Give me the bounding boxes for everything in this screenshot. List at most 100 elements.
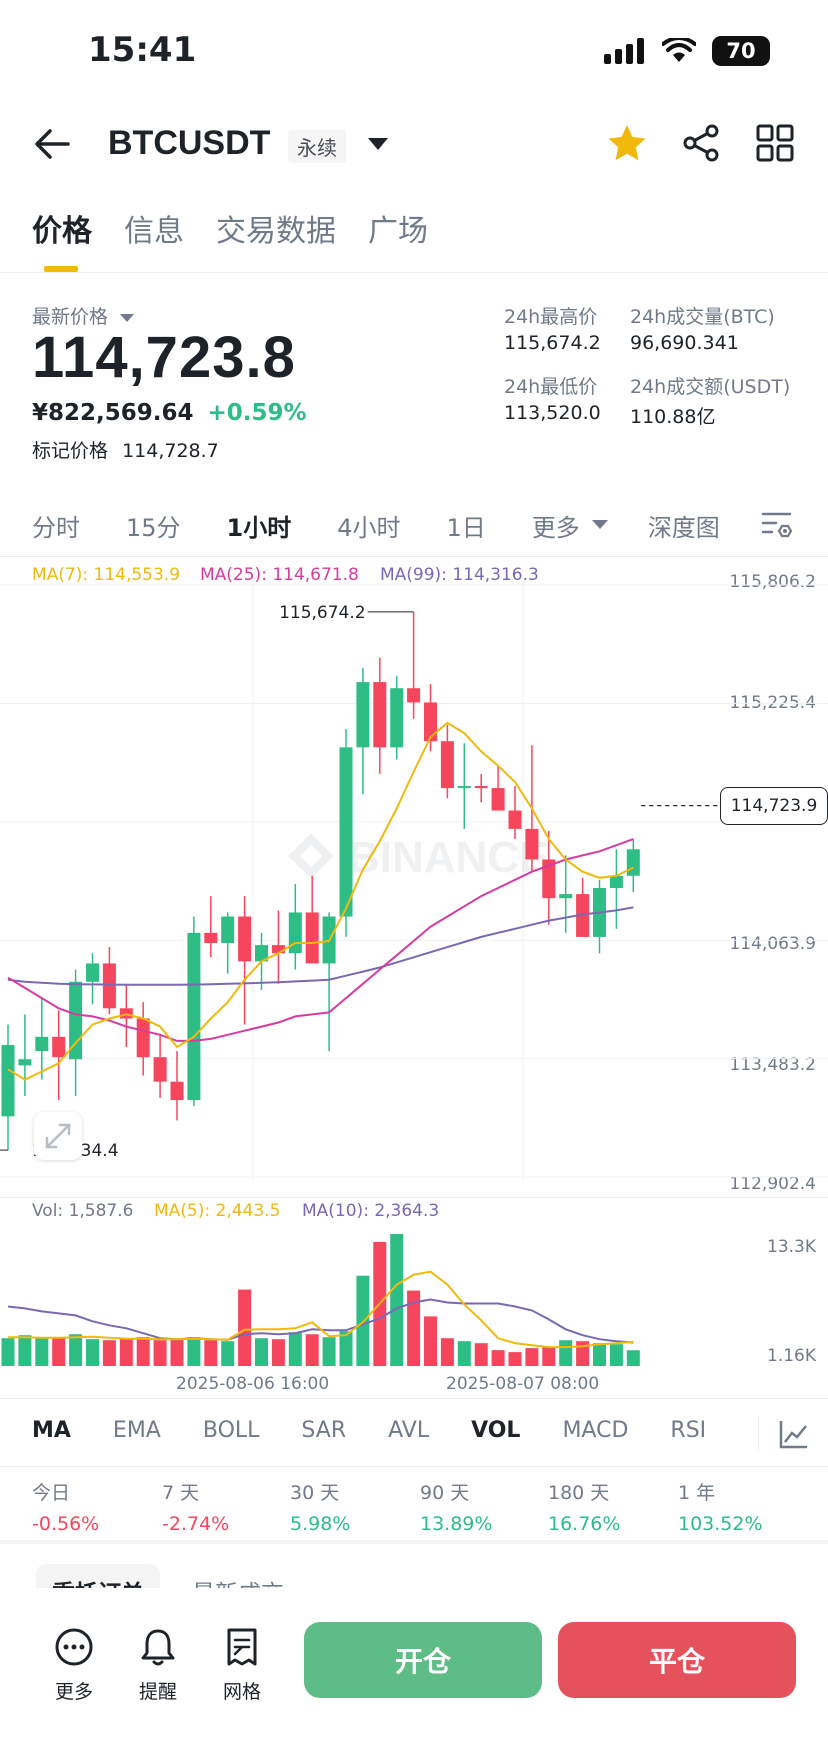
alert-label: 提醒 <box>138 1681 177 1703</box>
ma99-legend: MA(99): 114,316.3 <box>380 565 539 585</box>
indicator-ema[interactable]: EMA <box>112 1418 161 1443</box>
volume-bar <box>525 1348 539 1366</box>
candle-body <box>305 912 319 964</box>
indicator-sar[interactable]: SAR <box>301 1418 347 1443</box>
mark-price-value: 114,728.7 <box>122 440 219 462</box>
candlestick-chart[interactable]: BINANCE 115,674.2113,034.4 <box>0 580 828 1180</box>
period-time[interactable]: 分时 <box>32 514 80 542</box>
volume-ma10-legend: MA(10): 2,364.3 <box>302 1201 440 1221</box>
tab-square[interactable]: 广场 <box>368 214 428 249</box>
candle-body <box>440 741 454 789</box>
indicator-macd[interactable]: MACD <box>562 1418 629 1443</box>
candle-body <box>288 912 302 954</box>
volume-usdt-label: 24h成交额(USDT) <box>630 376 791 398</box>
candle-body <box>102 963 116 1009</box>
indicator-boll[interactable]: BOLL <box>202 1418 260 1443</box>
time-axis-label: 2025-08-07 08:00 <box>446 1374 600 1394</box>
candle-body <box>525 828 539 860</box>
bell-icon <box>141 1629 175 1666</box>
status-icons: 70 <box>604 36 770 66</box>
volume-ma5-line <box>8 1270 634 1349</box>
volume-bar <box>221 1341 235 1366</box>
period-divider <box>0 556 828 557</box>
candle-body <box>170 1081 184 1101</box>
period-1h[interactable]: 1小时 <box>226 514 292 542</box>
time-axis-divider <box>0 1398 828 1399</box>
pair-dropdown-icon[interactable] <box>368 138 388 150</box>
back-arrow-icon[interactable] <box>32 124 72 164</box>
ma25-line <box>7 838 634 1042</box>
volume-bar <box>52 1338 66 1366</box>
candle-body <box>221 916 235 944</box>
candle-body <box>18 1059 32 1066</box>
price-cny-row: ¥822,569.64 +0.59% <box>32 400 307 426</box>
expand-icon <box>45 1123 71 1149</box>
share-icon[interactable] <box>680 122 722 164</box>
candle-body <box>136 1018 150 1058</box>
volume-bar <box>136 1337 150 1366</box>
high-24h-value: 115,674.2 <box>504 332 601 354</box>
indicator-selector: MA EMA BOLL SAR AVL VOL MACD RSI <box>32 1418 706 1443</box>
candle-body <box>35 1036 49 1052</box>
candle-body <box>542 859 556 899</box>
last-price-label[interactable]: 最新价格 <box>32 302 135 329</box>
candle-body <box>271 945 285 954</box>
time-axis-label: 2025-08-06 16:00 <box>176 1374 330 1394</box>
period-selector: 分时 15分 1小时 4小时 1日 更多 深度图 <box>32 508 828 543</box>
candle-body <box>491 788 505 811</box>
more-button[interactable]: 更多 <box>38 1626 110 1704</box>
tab-price[interactable]: 价格 <box>32 214 92 249</box>
candle-body <box>86 963 99 982</box>
candle-body <box>204 932 218 944</box>
last-price-dropdown-icon <box>120 313 135 322</box>
favorite-star-icon[interactable] <box>606 122 648 164</box>
volume-bar <box>626 1350 640 1366</box>
period-1d[interactable]: 1日 <box>446 514 486 542</box>
ma25-legend: MA(25): 114,671.8 <box>200 565 359 585</box>
candle-body <box>457 786 471 789</box>
wifi-icon <box>662 38 696 62</box>
indicator-avl[interactable]: AVL <box>388 1418 430 1443</box>
volume-bar <box>559 1340 573 1366</box>
volume-ma10-line <box>7 1298 634 1344</box>
volume-bar <box>424 1316 437 1366</box>
period-4h[interactable]: 4小时 <box>337 514 401 542</box>
indicator-settings-icon[interactable] <box>778 1418 810 1450</box>
volume-bar <box>119 1339 133 1366</box>
volume-axis-label: 1.16K <box>767 1346 816 1366</box>
pair-title[interactable]: BTCUSDT <box>108 124 271 162</box>
open-position-button[interactable]: 开仓 <box>304 1622 542 1698</box>
candle-body <box>255 945 268 962</box>
indicator-rsi[interactable]: RSI <box>670 1418 707 1443</box>
ma99-line <box>7 906 634 986</box>
tab-info[interactable]: 信息 <box>124 214 184 249</box>
volume-bar <box>593 1343 606 1366</box>
chart-settings-icon[interactable] <box>760 508 794 542</box>
perf-value: -2.74% <box>162 1513 230 1535</box>
volume-usdt-value: 110.88亿 <box>630 406 716 428</box>
grid-menu-icon[interactable] <box>754 122 796 164</box>
period-depth[interactable]: 深度图 <box>647 514 720 542</box>
period-more[interactable]: 更多 <box>531 514 580 542</box>
indicator-ma[interactable]: MA <box>32 1418 71 1443</box>
period-15m[interactable]: 15分 <box>126 514 181 542</box>
volume-chart[interactable] <box>0 1230 828 1370</box>
perf-label: 180 天 <box>548 1482 610 1504</box>
binance-watermark: BINANCE <box>288 833 548 882</box>
perf-30d: 30 天 5.98% <box>290 1478 430 1535</box>
perf-label: 今日 <box>32 1482 71 1504</box>
contract-type-badge: 永续 <box>288 130 346 163</box>
expand-chart-button[interactable] <box>34 1112 82 1160</box>
volume-bar <box>204 1340 218 1366</box>
indicator-vol[interactable]: VOL <box>471 1418 521 1443</box>
candle-body <box>559 894 573 899</box>
tab-trading-data[interactable]: 交易数据 <box>216 214 336 249</box>
close-position-button[interactable]: 平仓 <box>558 1622 796 1698</box>
perf-value: 103.52% <box>678 1513 763 1535</box>
alert-button[interactable]: 提醒 <box>122 1626 194 1704</box>
volume-bar <box>288 1332 302 1366</box>
volume-bar <box>271 1339 285 1366</box>
candle-body <box>1 1044 15 1117</box>
status-time: 15:41 <box>88 30 197 70</box>
grid-button[interactable]: 网格 <box>206 1626 278 1704</box>
